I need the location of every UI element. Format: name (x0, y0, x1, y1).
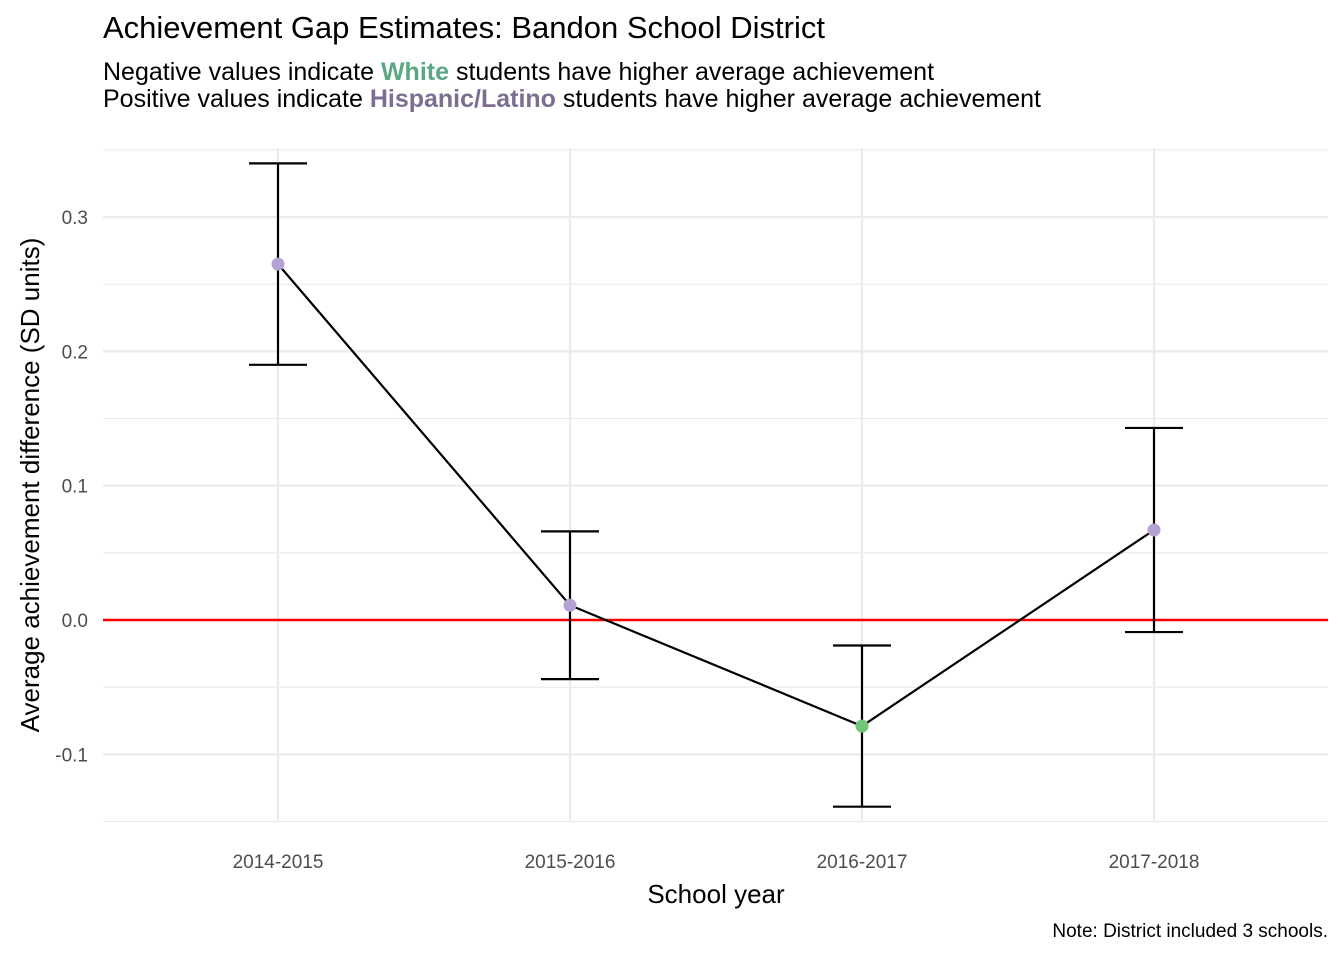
x-axis-ticks: 2014-2015 2015-2016 2016-2017 2017-2018 (233, 852, 1200, 873)
x-tick-label: 2014-2015 (233, 852, 324, 873)
y-axis-label: Average achievement difference (SD units… (15, 238, 45, 733)
subtitle-line-1: Negative values indicate White students … (103, 60, 934, 85)
subtitle-2-suffix: students have higher average achievement (555, 85, 1041, 113)
subtitle-1-suffix: students have higher average achievement (449, 58, 935, 86)
minor-gridlines (103, 149, 1328, 823)
subtitle-highlight-white: White (380, 58, 449, 86)
y-tick-label: -0.1 (55, 745, 88, 766)
y-tick-label: 0.1 (62, 477, 88, 498)
subtitle-1-prefix: Negative values indicate (103, 58, 381, 86)
y-tick-label: 0.0 (62, 611, 88, 632)
x-axis-label: School year (647, 879, 785, 909)
series-line (277, 263, 1155, 728)
subtitle-2-prefix: Positive values indicate (103, 85, 370, 113)
caption-note: Note: District included 3 schools. (1052, 921, 1328, 942)
x-tick-label: 2016-2017 (817, 852, 908, 873)
data-point (271, 257, 285, 271)
x-tick-label: 2017-2018 (1109, 852, 1200, 873)
y-tick-label: 0.2 (62, 342, 88, 363)
series-polyline (277, 263, 1155, 728)
data-points (271, 257, 1161, 733)
y-axis-ticks: -0.1 0.0 0.1 0.2 0.3 (55, 208, 88, 766)
data-point (855, 719, 869, 733)
y-tick-label: 0.3 (62, 208, 88, 229)
subtitle-highlight-hispanic: Hispanic/Latino (369, 85, 556, 113)
subtitle-line-2: Positive values indicate Hispanic/Latino… (103, 87, 1041, 112)
data-point (1147, 523, 1161, 537)
x-tick-label: 2015-2016 (525, 852, 616, 873)
major-gridlines (103, 148, 1328, 822)
data-point (563, 598, 577, 612)
chart-title: Achievement Gap Estimates: Bandon School… (103, 10, 825, 45)
